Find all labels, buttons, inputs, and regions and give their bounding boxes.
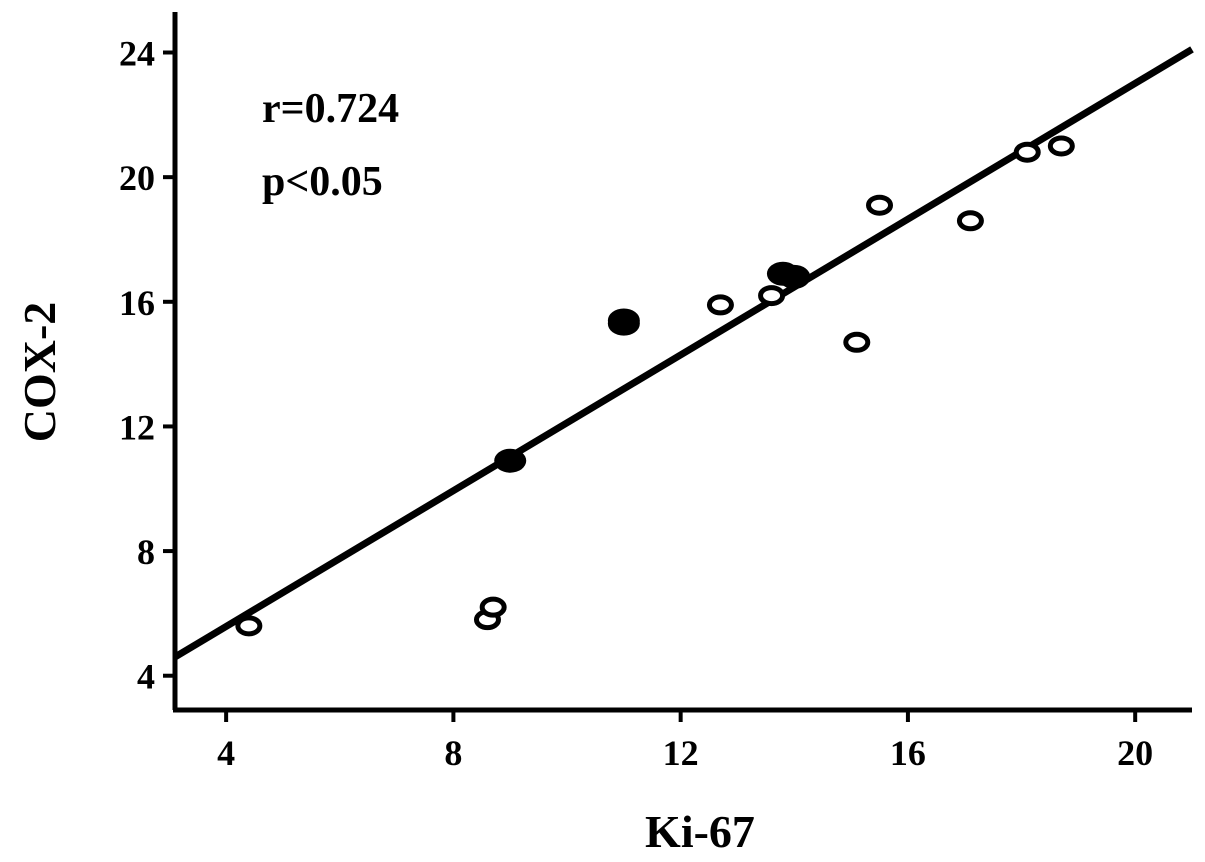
y-axis-title: COX-2 [14, 302, 65, 443]
data-points [235, 135, 1075, 637]
data-point [607, 311, 640, 336]
trendline-group [173, 46, 1194, 661]
y-tick-label: 4 [137, 657, 155, 697]
x-tick-label: 20 [1117, 733, 1153, 773]
data-point [479, 596, 507, 618]
data-point [956, 210, 984, 232]
y-tick-label: 24 [119, 34, 155, 74]
y-tick-label: 20 [119, 158, 155, 198]
data-point [706, 294, 734, 316]
x-tick-label: 12 [663, 733, 699, 773]
y-tick-label: 8 [137, 532, 155, 572]
data-point [778, 264, 811, 289]
trendline [173, 46, 1194, 661]
data-point [1013, 141, 1041, 163]
data-point [494, 448, 527, 473]
x-tick-label: 8 [444, 733, 462, 773]
annotation-p: p<0.05 [262, 159, 383, 205]
y-ticks: 4 8 12 16 20 24 [119, 34, 175, 697]
x-tick-label: 16 [890, 733, 926, 773]
data-point [843, 331, 871, 353]
y-tick-label: 16 [119, 283, 155, 323]
data-point [758, 285, 786, 307]
x-axis-title: Ki-67 [645, 806, 755, 857]
x-ticks: 4 8 12 16 20 [217, 710, 1153, 773]
annotation-r: r=0.724 [262, 86, 399, 132]
y-tick-label: 12 [119, 407, 155, 447]
data-point [866, 194, 894, 216]
data-point [235, 615, 263, 637]
data-point [1047, 135, 1075, 157]
x-tick-label: 4 [217, 733, 235, 773]
